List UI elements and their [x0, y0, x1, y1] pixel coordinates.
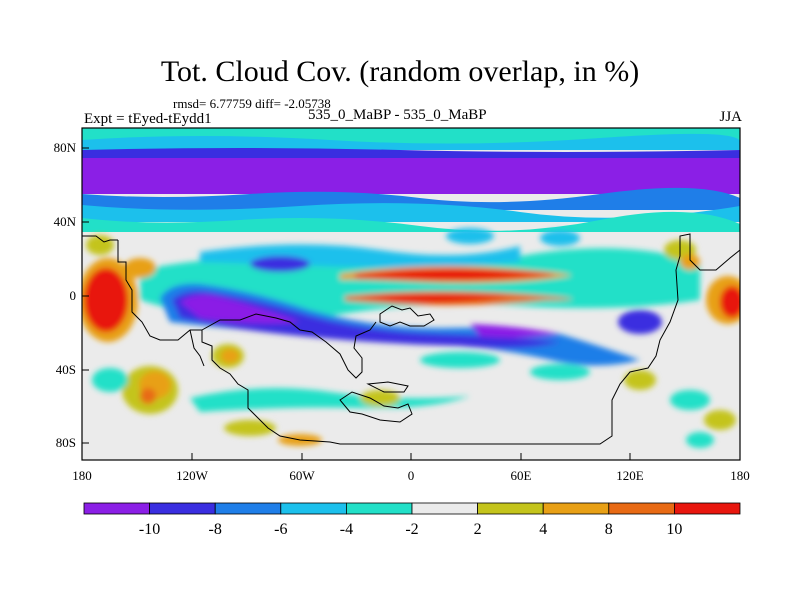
y-tick-label: 40N: [54, 214, 77, 229]
colorbar: [83, 502, 741, 515]
colorbar-swatch: [674, 502, 741, 515]
y-tick-label: 40S: [56, 362, 76, 377]
x-tick-label: 180: [730, 468, 750, 483]
continent-outlines: [82, 233, 740, 445]
midlat-teal-band: [82, 211, 740, 232]
field-blobs: [82, 228, 740, 448]
colorbar-label: -8: [209, 521, 222, 538]
x-tick-label: 0: [408, 468, 415, 483]
colorbar-label: -6: [274, 521, 287, 538]
x-tick-label: 60E: [511, 468, 532, 483]
x-tick-label: 180: [72, 468, 92, 483]
colorbar-label: 10: [666, 521, 682, 538]
y-tick-label: 80N: [54, 140, 77, 155]
colorbar-label: 8: [605, 521, 613, 538]
colorbar-label: 4: [539, 521, 547, 538]
y-tick-label: 80S: [56, 435, 76, 450]
x-tick-label: 60W: [289, 468, 315, 483]
colorbar-label: -10: [139, 521, 160, 538]
colorbar-labels: -10 -8 -6 -4 -2 2 4 8 10: [139, 521, 682, 538]
colorbar-swatch: [214, 502, 282, 515]
arctic-cyan-band: [82, 133, 740, 150]
colorbar-swatch: [345, 502, 413, 515]
boreal-purple-band: [82, 158, 740, 194]
colorbar-swatch: [542, 502, 610, 515]
rmsd-diff-stats: rmsd= 6.77759 diff= -2.05738: [173, 96, 331, 111]
plot-title: Tot. Cloud Cov. (random overlap, in %): [160, 55, 640, 88]
midlat-cyan-band: [82, 203, 740, 222]
cloud-cover-field: [82, 128, 740, 460]
colorbar-swatch: [477, 502, 544, 515]
season-label: JJA: [719, 109, 742, 125]
colorbar-swatch: [608, 502, 675, 515]
y-tick-label: 0: [70, 288, 77, 303]
colorbar-swatch: [83, 502, 150, 515]
period-label: 535_0_MaBP - 535_0_MaBP: [308, 107, 487, 123]
midlat-blue-band: [82, 187, 740, 210]
colorbar-label: -2: [405, 521, 418, 538]
x-tick-label: 120E: [616, 468, 644, 483]
colorbar-swatch: [149, 502, 216, 515]
colorbar-label: -4: [340, 521, 353, 538]
x-tick-label: 120W: [176, 468, 209, 483]
experiment-label: Expt = tEyed-tEydd1: [84, 111, 212, 127]
axis-ticks: [81, 147, 741, 460]
colorbar-swatch: [411, 502, 478, 515]
colorbar-label: 2: [474, 521, 482, 538]
colorbar-swatch: [280, 502, 347, 515]
